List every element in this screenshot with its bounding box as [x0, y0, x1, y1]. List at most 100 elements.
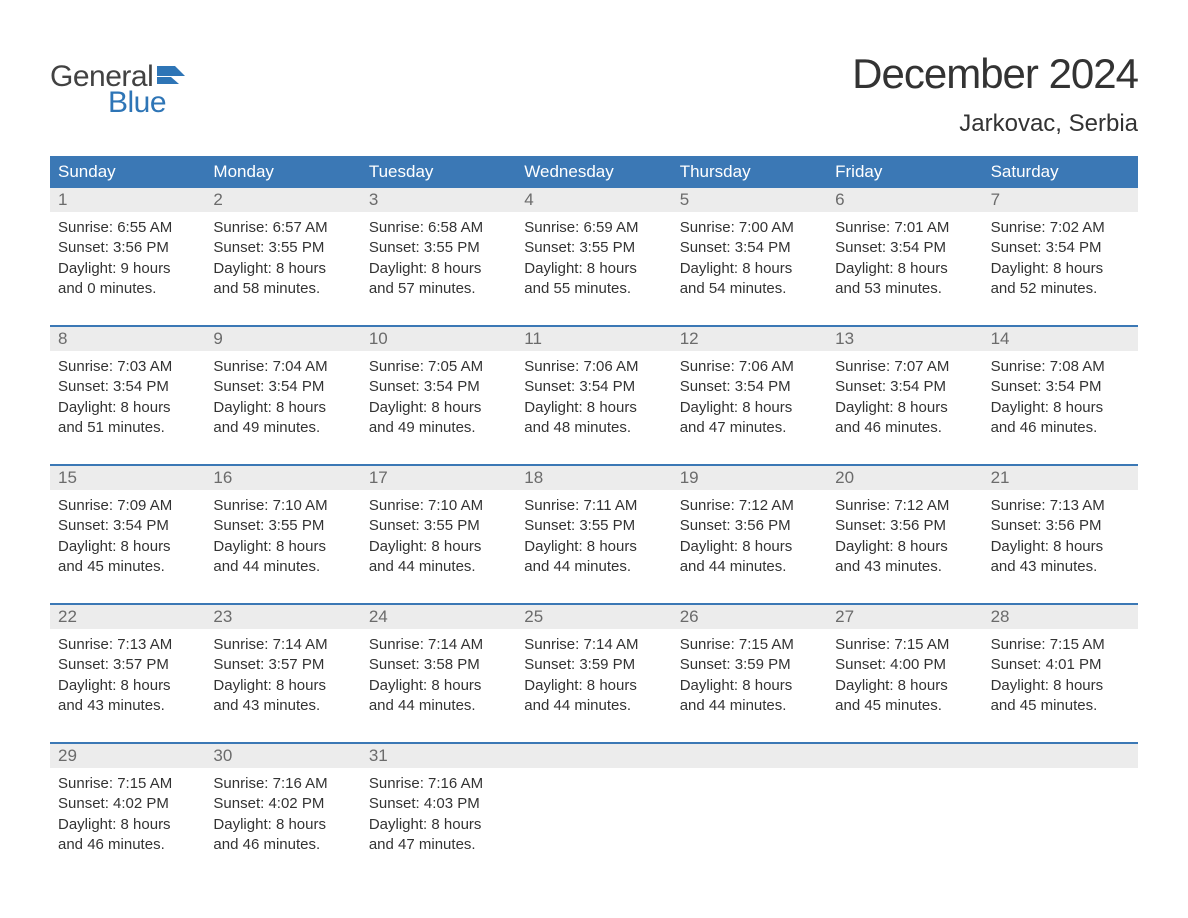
- daylight-line-2: and 45 minutes.: [835, 696, 974, 716]
- daylight-line-2: and 46 minutes.: [213, 835, 352, 855]
- calendar-day: [827, 744, 982, 859]
- sunset-line: Sunset: 3:56 PM: [58, 238, 197, 258]
- sunset-line: Sunset: 3:55 PM: [524, 516, 663, 536]
- day-number: 1: [50, 188, 205, 212]
- calendar-day: [672, 744, 827, 859]
- day-body: Sunrise: 7:13 AMSunset: 3:56 PMDaylight:…: [983, 490, 1138, 581]
- day-number: 5: [672, 188, 827, 212]
- day-body: [983, 768, 1138, 838]
- daylight-line-2: and 49 minutes.: [213, 418, 352, 438]
- daylight-line-1: Daylight: 8 hours: [213, 815, 352, 835]
- day-number: 28: [983, 605, 1138, 629]
- daylight-line-2: and 44 minutes.: [369, 557, 508, 577]
- sunset-line: Sunset: 4:02 PM: [58, 794, 197, 814]
- day-body: Sunrise: 7:10 AMSunset: 3:55 PMDaylight:…: [361, 490, 516, 581]
- day-body: Sunrise: 7:01 AMSunset: 3:54 PMDaylight:…: [827, 212, 982, 303]
- day-body: Sunrise: 6:58 AMSunset: 3:55 PMDaylight:…: [361, 212, 516, 303]
- day-number: 6: [827, 188, 982, 212]
- sunset-line: Sunset: 3:56 PM: [680, 516, 819, 536]
- sunrise-line: Sunrise: 7:12 AM: [680, 496, 819, 516]
- weekday-header: Saturday: [983, 156, 1138, 188]
- daylight-line-1: Daylight: 8 hours: [58, 537, 197, 557]
- day-number: 27: [827, 605, 982, 629]
- daylight-line-1: Daylight: 8 hours: [835, 398, 974, 418]
- daylight-line-2: and 46 minutes.: [835, 418, 974, 438]
- day-number: 30: [205, 744, 360, 768]
- calendar-day: 31Sunrise: 7:16 AMSunset: 4:03 PMDayligh…: [361, 744, 516, 859]
- calendar-day: 28 Sunrise: 7:15 AMSunset: 4:01 PMDayligh…: [983, 605, 1138, 720]
- calendar-day: 16Sunrise: 7:10 AMSunset: 3:55 PMDayligh…: [205, 466, 360, 581]
- calendar-week: 29Sunrise: 7:15 AMSunset: 4:02 PMDayligh…: [50, 742, 1138, 859]
- daylight-line-1: Daylight: 8 hours: [991, 676, 1130, 696]
- sunset-line: Sunset: 3:54 PM: [369, 377, 508, 397]
- day-number: 12: [672, 327, 827, 351]
- flag-icon: [157, 66, 185, 86]
- day-body: Sunrise: 7:12 AMSunset: 3:56 PMDaylight:…: [672, 490, 827, 581]
- daylight-line-1: Daylight: 8 hours: [369, 815, 508, 835]
- sunrise-line: Sunrise: 7:15 AM: [991, 635, 1130, 655]
- sunrise-line: Sunrise: 7:15 AM: [680, 635, 819, 655]
- daylight-line-1: Daylight: 8 hours: [369, 676, 508, 696]
- daylight-line-1: Daylight: 8 hours: [524, 259, 663, 279]
- day-number: 22: [50, 605, 205, 629]
- sunset-line: Sunset: 3:54 PM: [213, 377, 352, 397]
- sunset-line: Sunset: 4:02 PM: [213, 794, 352, 814]
- sunset-line: Sunset: 3:59 PM: [524, 655, 663, 675]
- calendar-day: 7Sunrise: 7:02 AMSunset: 3:54 PMDaylight…: [983, 188, 1138, 303]
- day-number: 19: [672, 466, 827, 490]
- sunrise-line: Sunrise: 7:08 AM: [991, 357, 1130, 377]
- calendar-day: 29Sunrise: 7:15 AMSunset: 4:02 PMDayligh…: [50, 744, 205, 859]
- sunrise-line: Sunrise: 6:59 AM: [524, 218, 663, 238]
- daylight-line-1: Daylight: 8 hours: [58, 398, 197, 418]
- weekday-header: Tuesday: [361, 156, 516, 188]
- day-number: 3: [361, 188, 516, 212]
- day-body: Sunrise: 7:10 AMSunset: 3:55 PMDaylight:…: [205, 490, 360, 581]
- sunrise-line: Sunrise: 7:07 AM: [835, 357, 974, 377]
- sunset-line: Sunset: 4:01 PM: [991, 655, 1130, 675]
- day-body: Sunrise: 7:05 AMSunset: 3:54 PMDaylight:…: [361, 351, 516, 442]
- calendar-day: 6Sunrise: 7:01 AMSunset: 3:54 PMDaylight…: [827, 188, 982, 303]
- calendar-day: 25Sunrise: 7:14 AMSunset: 3:59 PMDayligh…: [516, 605, 671, 720]
- sunset-line: Sunset: 3:55 PM: [369, 238, 508, 258]
- day-body: Sunrise: 7:15 AMSunset: 4:00 PMDaylight:…: [827, 629, 982, 720]
- calendar-day: 12Sunrise: 7:06 AMSunset: 3:54 PMDayligh…: [672, 327, 827, 442]
- calendar-day: 2Sunrise: 6:57 AMSunset: 3:55 PMDaylight…: [205, 188, 360, 303]
- day-number: 31: [361, 744, 516, 768]
- calendar-week: 1Sunrise: 6:55 AMSunset: 3:56 PMDaylight…: [50, 188, 1138, 303]
- day-number: 9: [205, 327, 360, 351]
- calendar-day: 17Sunrise: 7:10 AMSunset: 3:55 PMDayligh…: [361, 466, 516, 581]
- daylight-line-1: Daylight: 8 hours: [835, 259, 974, 279]
- day-number: 17: [361, 466, 516, 490]
- day-body: Sunrise: 6:55 AMSunset: 3:56 PMDaylight:…: [50, 212, 205, 303]
- calendar-day: 23Sunrise: 7:14 AMSunset: 3:57 PMDayligh…: [205, 605, 360, 720]
- daylight-line-1: Daylight: 8 hours: [213, 537, 352, 557]
- daylight-line-2: and 43 minutes.: [213, 696, 352, 716]
- sunset-line: Sunset: 3:55 PM: [524, 238, 663, 258]
- daylight-line-1: Daylight: 8 hours: [835, 537, 974, 557]
- calendar-day: 26Sunrise: 7:15 AMSunset: 3:59 PMDayligh…: [672, 605, 827, 720]
- daylight-line-1: Daylight: 8 hours: [369, 398, 508, 418]
- daylight-line-1: Daylight: 8 hours: [213, 259, 352, 279]
- sunrise-line: Sunrise: 7:06 AM: [680, 357, 819, 377]
- weekday-header: Thursday: [672, 156, 827, 188]
- daylight-line-1: Daylight: 8 hours: [58, 676, 197, 696]
- daylight-line-1: Daylight: 8 hours: [524, 537, 663, 557]
- day-number: 11: [516, 327, 671, 351]
- sunrise-line: Sunrise: 7:06 AM: [524, 357, 663, 377]
- day-body: Sunrise: 7:16 AMSunset: 4:03 PMDaylight:…: [361, 768, 516, 859]
- calendar: SundayMondayTuesdayWednesdayThursdayFrid…: [50, 156, 1138, 859]
- title-block: December 2024 Jarkovac, Serbia: [852, 50, 1138, 138]
- weekday-header: Friday: [827, 156, 982, 188]
- day-number: [516, 744, 671, 768]
- calendar-day: 15Sunrise: 7:09 AMSunset: 3:54 PMDayligh…: [50, 466, 205, 581]
- daylight-line-2: and 44 minutes.: [524, 557, 663, 577]
- sunrise-line: Sunrise: 7:12 AM: [835, 496, 974, 516]
- day-number: 7: [983, 188, 1138, 212]
- daylight-line-1: Daylight: 8 hours: [680, 537, 819, 557]
- sunrise-line: Sunrise: 7:10 AM: [369, 496, 508, 516]
- sunrise-line: Sunrise: 7:05 AM: [369, 357, 508, 377]
- day-number: 14: [983, 327, 1138, 351]
- sunrise-line: Sunrise: 7:02 AM: [991, 218, 1130, 238]
- calendar-week: 8Sunrise: 7:03 AMSunset: 3:54 PMDaylight…: [50, 325, 1138, 442]
- sunrise-line: Sunrise: 7:13 AM: [991, 496, 1130, 516]
